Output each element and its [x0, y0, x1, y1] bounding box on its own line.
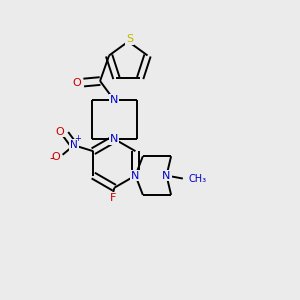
Text: F: F: [110, 193, 116, 202]
Text: -: -: [49, 152, 54, 165]
Text: O: O: [52, 152, 60, 162]
Text: +: +: [74, 134, 81, 143]
Text: N: N: [110, 95, 118, 105]
Text: N: N: [110, 134, 118, 144]
Text: CH₃: CH₃: [189, 173, 207, 184]
Text: N: N: [70, 140, 78, 150]
Text: N: N: [162, 171, 171, 181]
Text: O: O: [72, 77, 81, 88]
Text: S: S: [126, 34, 134, 44]
Text: N: N: [131, 171, 140, 181]
Text: O: O: [56, 127, 64, 136]
